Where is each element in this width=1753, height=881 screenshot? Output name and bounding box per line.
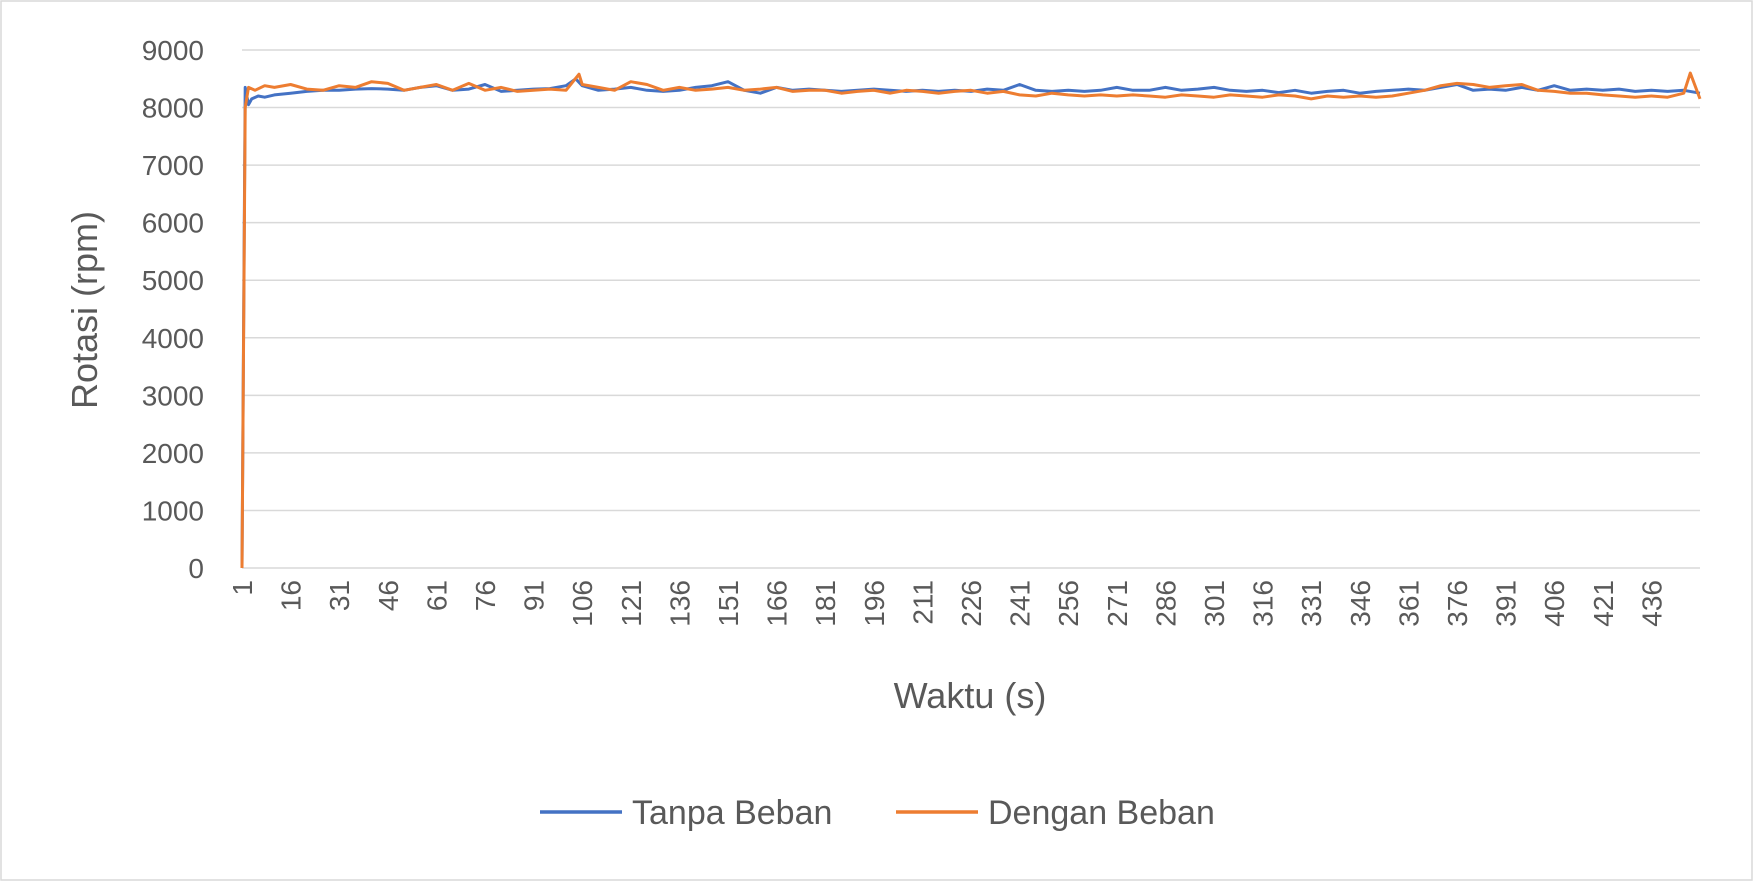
x-tick-label: 31 [324,580,355,611]
y-tick-label: 5000 [142,265,204,296]
y-tick-label: 2000 [142,438,204,469]
x-tick-label: 301 [1199,580,1230,627]
x-tick-label: 316 [1248,580,1279,627]
x-tick-label: 91 [519,580,550,611]
x-tick-label: 421 [1588,580,1619,627]
x-tick-label: 331 [1296,580,1327,627]
y-tick-label: 7000 [142,150,204,181]
series-line-dengan-beban [240,71,1702,569]
y-tick-label: 0 [188,553,204,584]
x-tick-label: 46 [373,580,404,611]
x-tick-label: 286 [1150,580,1181,627]
y-tick-label: 4000 [142,323,204,354]
legend-label-dengan-beban: Dengan Beban [988,794,1215,832]
x-tick-label: 181 [810,580,841,627]
legend: Tanpa Beban Dengan Beban [540,794,1215,832]
x-tick-label: 61 [421,580,452,611]
legend-item-dengan-beban: Dengan Beban [896,794,1215,832]
x-tick-label: 121 [616,580,647,627]
x-tick-label: 271 [1102,580,1133,627]
x-tick-label: 406 [1539,580,1570,627]
x-tick-label: 16 [276,580,307,611]
x-tick-label: 76 [470,580,501,611]
x-tick-label: 361 [1393,580,1424,627]
y-axis-ticks: 0 1000 2000 3000 4000 5000 6000 7000 8000 9000 [142,35,204,584]
x-tick-label: 196 [859,580,890,627]
legend-label-tanpa-beban: Tanpa Beban [632,794,832,832]
x-tick-label: 136 [664,580,695,627]
y-tick-label: 1000 [142,495,204,526]
y-tick-label: 6000 [142,208,204,239]
x-tick-label: 346 [1345,580,1376,627]
x-tick-label: 376 [1442,580,1473,627]
x-tick-label: 106 [567,580,598,627]
x-axis-title: Waktu (s) [894,675,1047,716]
x-tick-label: 391 [1491,580,1522,627]
x-tick-label: 436 [1636,580,1667,627]
y-tick-label: 3000 [142,380,204,411]
x-tick-label: 1 [227,580,258,596]
x-axis-ticks: 1 16 31 46 61 76 91 106 121 136 151 166 181 196 211 226… [227,580,1667,627]
series-layer [240,71,1702,569]
y-axis-title: Rotasi (rpm) [64,211,105,409]
gridlines [242,49,1700,569]
x-tick-label: 151 [713,580,744,627]
x-tick-label: 226 [956,580,987,627]
x-tick-label: 166 [762,580,793,627]
x-tick-label: 241 [1005,580,1036,627]
legend-item-tanpa-beban: Tanpa Beban [540,794,832,832]
x-tick-label: 211 [907,580,938,625]
x-tick-label: 256 [1053,580,1084,627]
y-tick-label: 9000 [142,35,204,66]
y-tick-label: 8000 [142,93,204,124]
